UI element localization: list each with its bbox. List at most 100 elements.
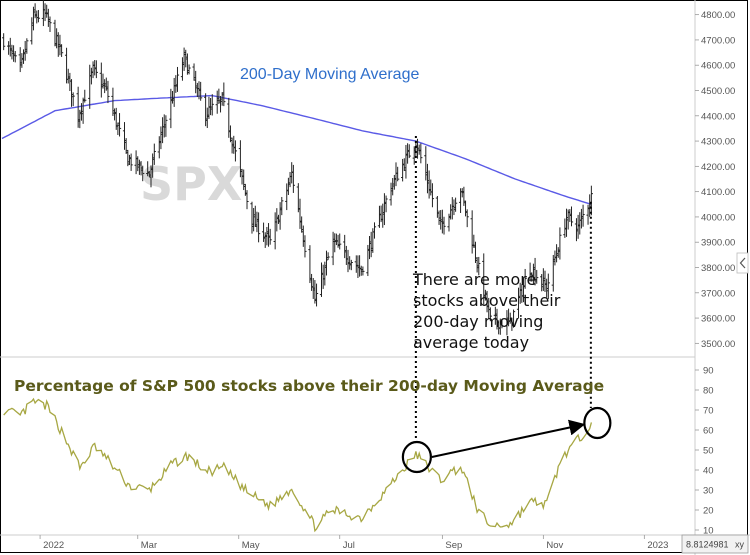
- ohlc-bar: [321, 264, 325, 289]
- ohlc-bar: [88, 64, 92, 109]
- pct-tick-label: 80: [703, 386, 714, 397]
- percentage-line: [3, 397, 593, 533]
- corner-readout: 8.8124981: [686, 540, 729, 550]
- x-tick-label: Sep: [445, 540, 462, 551]
- ohlc-bar: [430, 183, 435, 208]
- chevron-left-icon[interactable]: [736, 252, 749, 274]
- axis-toggle-button[interactable]: xy: [735, 540, 745, 550]
- ohlc-bar: [346, 249, 350, 273]
- pct-tick-label: 70: [703, 406, 714, 417]
- moving-average-series: [1, 94, 592, 205]
- ohlc-bar: [419, 143, 423, 164]
- ohlc-bar: [314, 283, 319, 307]
- price-tick-label: 3800.00: [701, 263, 735, 274]
- ohlc-bar: [564, 208, 569, 237]
- ohlc-bar: [298, 198, 302, 229]
- x-tick-label: 2022: [43, 540, 64, 551]
- ohlc-bar: [405, 143, 410, 164]
- price-tick-label: 4000.00: [701, 212, 735, 223]
- ohlc-bar: [553, 250, 557, 266]
- ohlc-bar: [389, 182, 393, 206]
- ohlc-bar: [215, 90, 219, 114]
- ohlc-bar: [157, 136, 161, 159]
- ohlc-bar: [2, 33, 6, 51]
- ohlc-bar: [435, 195, 439, 218]
- ohlc-bar: [180, 57, 185, 81]
- ohlc-bar: [10, 44, 14, 60]
- ohlc-bar: [18, 47, 22, 73]
- ohlc-bar: [523, 268, 527, 289]
- ohlc-bar: [367, 236, 372, 260]
- pct-tick-label: 30: [703, 486, 714, 497]
- pct-tick-label: 20: [703, 506, 714, 517]
- ohlc-bar: [407, 144, 411, 159]
- ohlc-bar: [546, 273, 550, 299]
- ohlc-bar: [106, 80, 110, 104]
- ohlc-bar: [361, 266, 365, 276]
- ohlc-bar: [83, 89, 87, 103]
- ohlc-bar: [195, 82, 199, 98]
- pct-tick-label: 50: [703, 446, 714, 457]
- ohlc-bar: [313, 280, 317, 304]
- ohlc-bar: [425, 163, 430, 194]
- ohlc-bar: [162, 114, 166, 138]
- ohlc-bar: [554, 244, 559, 263]
- ohlc-bar: [41, 0, 45, 27]
- price-tick-label: 3900.00: [701, 238, 735, 249]
- ohlc-bar: [8, 37, 12, 57]
- ohlc-bar: [245, 190, 249, 210]
- ohlc-bar: [222, 82, 226, 107]
- ohlc-bar: [429, 179, 433, 196]
- price-tick-label: 3700.00: [701, 288, 735, 299]
- ohlc-bar: [589, 185, 593, 216]
- ohlc-bar: [280, 196, 284, 216]
- ohlc-bar: [187, 64, 191, 75]
- ohlc-bar: [465, 209, 469, 228]
- ohlc-bar: [558, 227, 562, 260]
- ohlc-bar: [377, 205, 382, 228]
- ohlc-bar: [424, 146, 428, 181]
- ohlc-bar: [134, 150, 138, 175]
- ohlc-bar: [296, 183, 300, 213]
- ohlc-bar: [45, 4, 49, 18]
- x-tick-label: Nov: [546, 540, 563, 551]
- ohlc-bar: [230, 137, 234, 154]
- ohlc-bar: [450, 197, 454, 220]
- ohlc-bar: [127, 154, 132, 166]
- ohlc-bar: [402, 158, 406, 171]
- ohlc-bar: [569, 206, 574, 227]
- ohlc-bar: [263, 232, 267, 248]
- ohlc-bar: [338, 233, 342, 250]
- x-axis: 2022 Mar May Jul Sep Nov 2023: [39, 535, 668, 551]
- ohlc-bar: [447, 213, 451, 232]
- ohlc-bar: [53, 19, 57, 47]
- ohlc-bar: [301, 225, 305, 247]
- ohlc-bar: [543, 270, 547, 292]
- ohlc-bar: [366, 244, 370, 277]
- ohlc-bar: [568, 209, 572, 222]
- ohlc-bar: [175, 66, 180, 92]
- ohlc-bar: [64, 47, 69, 84]
- ohlc-bar: [437, 210, 441, 225]
- ohlc-bar: [117, 113, 122, 137]
- ohlc-bar: [20, 53, 24, 68]
- ohlc-bar: [344, 245, 348, 265]
- ohlc-bar: [392, 174, 396, 190]
- ohlc-bar: [205, 107, 209, 128]
- scroll-handle[interactable]: [736, 252, 749, 274]
- ohlc-bar: [136, 156, 140, 172]
- lower-panel-title: Percentage of S&P 500 stocks above their…: [14, 377, 604, 395]
- ohlc-bar: [233, 140, 238, 162]
- ohlc-bar: [288, 171, 292, 188]
- spx-watermark: SPX: [140, 157, 242, 211]
- ohlc-bar: [394, 162, 398, 187]
- moving-average-label: 200-Day Moving Average: [240, 66, 419, 83]
- ohlc-bar: [556, 247, 560, 258]
- price-tick-label: 4800.00: [701, 10, 735, 21]
- ohlc-bar: [58, 34, 62, 56]
- ohlc-bar: [308, 245, 312, 284]
- ohlc-bar: [319, 262, 324, 297]
- ohlc-bar: [66, 68, 70, 84]
- price-tick-label: 4400.00: [701, 111, 735, 122]
